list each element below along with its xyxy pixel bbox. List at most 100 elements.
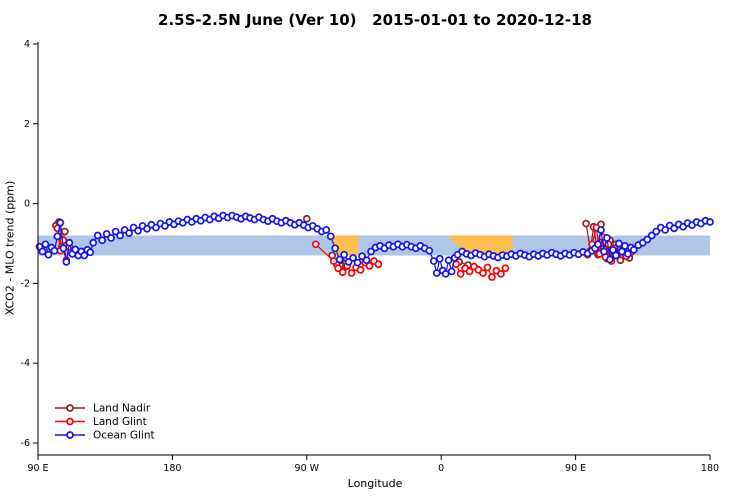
data-point <box>497 269 505 278</box>
data-point <box>435 254 444 263</box>
data-point <box>647 231 656 240</box>
data-point <box>102 230 111 238</box>
y-tick-label: 4 <box>24 39 30 50</box>
data-point <box>501 264 510 273</box>
data-point <box>362 256 371 265</box>
data-point <box>59 244 68 253</box>
data-point <box>65 238 74 247</box>
y-tick-label: -6 <box>21 438 30 449</box>
data-point <box>338 268 347 277</box>
data-point <box>432 269 441 277</box>
data-point <box>670 224 679 233</box>
data-point <box>706 218 714 226</box>
data-point <box>59 236 68 245</box>
y-tick-label: -4 <box>21 358 30 369</box>
chart-title: 2.5S-2.5N June (Ver 10) 2015-01-01 to 20… <box>158 11 592 29</box>
data-point <box>582 219 590 228</box>
data-point <box>62 258 71 266</box>
legend-symbol-point <box>66 431 74 439</box>
data-point <box>161 222 169 230</box>
data-point <box>365 262 374 270</box>
data-point <box>609 246 617 254</box>
data-point <box>134 226 142 235</box>
y-tick-label: -2 <box>21 278 30 289</box>
data-point <box>358 252 366 261</box>
data-point <box>111 227 120 236</box>
data-point <box>425 246 434 255</box>
data-point <box>621 242 629 250</box>
data-point <box>624 250 632 258</box>
data-point <box>600 247 608 256</box>
data-point <box>302 214 311 223</box>
data-point <box>56 218 65 227</box>
data-point <box>152 223 160 232</box>
data-point <box>629 246 638 254</box>
data-point <box>597 226 605 234</box>
data-point <box>143 224 151 233</box>
data-point <box>447 267 456 276</box>
data-point <box>116 231 124 240</box>
x-axis-label: Longitude <box>347 477 403 490</box>
data-point <box>344 258 353 266</box>
data-point <box>98 236 107 245</box>
y-tick-label: 2 <box>24 119 30 130</box>
x-tick-label: 180 <box>701 463 719 474</box>
data-point <box>456 269 465 278</box>
data-point <box>61 227 69 236</box>
data-point <box>311 240 320 249</box>
data-point <box>356 265 365 274</box>
data-point <box>429 257 438 265</box>
data-point <box>615 239 623 248</box>
data-point <box>334 264 343 273</box>
data-point <box>603 234 611 242</box>
data-point <box>612 251 620 260</box>
data-point <box>80 251 89 260</box>
legend-label: Land Nadir <box>93 403 151 415</box>
data-point <box>367 247 375 256</box>
x-tick-label: 180 <box>163 463 181 474</box>
data-point <box>125 229 133 237</box>
data-point <box>374 260 383 269</box>
data-point <box>349 254 357 262</box>
data-point <box>347 269 356 277</box>
y-tick-label: 0 <box>24 199 30 210</box>
data-point <box>326 232 335 241</box>
data-point <box>41 240 50 249</box>
data-point <box>107 234 116 242</box>
data-point <box>353 258 362 267</box>
data-point <box>479 269 487 277</box>
data-point <box>643 235 652 244</box>
legend-label: Ocean Glint <box>93 430 155 442</box>
data-point <box>331 244 340 253</box>
legend-symbol-point <box>66 417 74 426</box>
data-point <box>465 267 474 276</box>
data-point <box>652 227 661 236</box>
data-point <box>93 231 102 240</box>
data-point <box>444 256 453 265</box>
legend-label: Land Glint <box>93 416 147 428</box>
x-tick-label: 90 E <box>27 463 48 474</box>
data-point <box>661 226 670 234</box>
data-point <box>606 255 614 264</box>
data-point <box>329 257 338 265</box>
data-point <box>38 247 47 256</box>
data-point <box>53 232 62 241</box>
data-point <box>86 248 95 257</box>
data-point <box>483 263 492 272</box>
data-point <box>335 255 344 264</box>
x-tick-label: 90 W <box>295 463 320 474</box>
data-point <box>488 273 496 281</box>
data-point <box>71 245 80 254</box>
data-point <box>44 250 53 259</box>
data-point <box>616 256 625 265</box>
data-point <box>441 269 450 278</box>
data-point <box>340 250 348 259</box>
x-tick-label: 0 <box>438 463 444 474</box>
data-point <box>89 238 98 247</box>
data-point <box>322 226 331 234</box>
series-ocean-glint <box>35 211 714 278</box>
x-tick-label: 90 E <box>565 463 586 474</box>
